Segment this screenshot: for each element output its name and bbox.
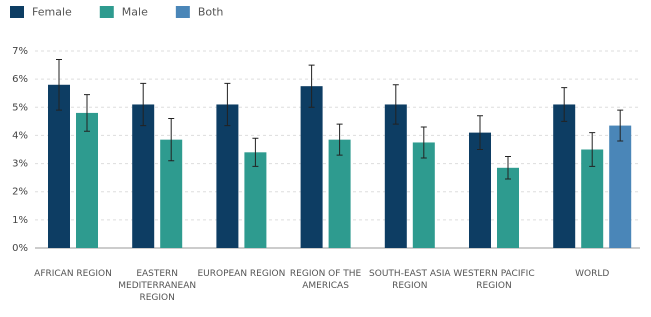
legend-swatch <box>175 6 190 18</box>
error-bar <box>140 82 147 127</box>
bar <box>300 86 323 248</box>
error-bar <box>505 156 511 180</box>
error-bar <box>561 87 568 122</box>
y-tick-label: 1% <box>12 215 28 226</box>
error-bar <box>617 109 624 142</box>
x-tick-label: EUROPEAN REGION <box>197 269 286 279</box>
legend-swatch <box>10 6 24 18</box>
error-bar <box>589 132 596 167</box>
x-tick-label: SOUTH-EAST ASIA REGION <box>369 269 451 291</box>
error-bar <box>392 84 399 125</box>
bar <box>132 104 155 248</box>
y-tick-label: 5% <box>12 102 28 113</box>
bar <box>412 142 435 248</box>
y-tick-label: 6% <box>12 74 28 85</box>
bar <box>160 139 183 248</box>
y-tick-label: 4% <box>12 130 28 141</box>
bar <box>609 125 632 248</box>
bar <box>497 167 519 248</box>
error-bar <box>252 137 259 167</box>
x-tick-label: WORLD <box>575 269 610 279</box>
bar <box>48 84 70 249</box>
y-tick-label: 7% <box>12 46 28 57</box>
legend-label: Female <box>32 6 72 19</box>
error-bar <box>308 64 315 108</box>
error-bar <box>420 126 427 159</box>
bar <box>244 152 267 248</box>
bar <box>581 149 604 248</box>
y-tick-label: 3% <box>12 159 28 170</box>
legend-label: Both <box>198 6 224 19</box>
error-bar <box>477 115 483 150</box>
legend-label: Male <box>122 6 148 19</box>
error-bar <box>84 94 90 132</box>
error-bar <box>224 82 231 127</box>
y-tick-label: 0% <box>12 243 28 254</box>
bar <box>76 112 98 249</box>
bar <box>328 139 351 248</box>
error-bar <box>56 58 62 111</box>
bar <box>216 104 239 248</box>
bar <box>469 132 491 248</box>
x-tick-label: WESTERN PACIFIC REGION <box>453 269 535 291</box>
bar <box>384 104 407 248</box>
x-tick-label: AFRICAN REGION <box>34 269 112 279</box>
error-bar <box>336 123 343 156</box>
x-tick-label: EASTERN MEDITERRANEAN REGION <box>118 269 197 303</box>
bar <box>553 104 576 248</box>
error-bar <box>168 118 175 162</box>
y-tick-label: 2% <box>12 187 28 198</box>
x-tick-label: REGION OF THE AMERICAS <box>289 269 362 291</box>
legend-swatch <box>99 6 114 18</box>
